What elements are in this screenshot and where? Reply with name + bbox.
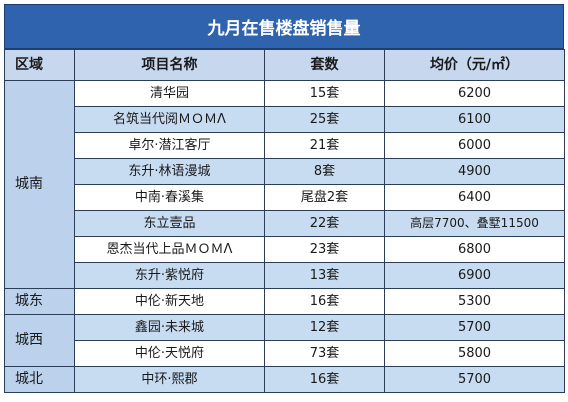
units-cell: 8套 <box>264 158 385 185</box>
sales-table: 区域 项目名称 套数 均价（元/㎡） 城南 清华园 15套 6200 名筑当代阅ＭＯＭΛ… <box>4 49 565 393</box>
units-cell: 21套 <box>264 132 385 159</box>
table-row: 卓尔·潜江客厅 21套 6000 <box>5 132 565 159</box>
avg-price-cell: 5300 <box>384 288 565 315</box>
avg-price-cell: 5800 <box>384 340 565 367</box>
table-row: 城北 中环·熙郡 16套 5700 <box>4 366 565 393</box>
units-cell: 13套 <box>264 262 385 289</box>
project-name-cell: 恩杰当代上品ＭＯＭΛ <box>74 236 265 263</box>
project-name-cell: 中伦·天悦府 <box>74 340 265 367</box>
table-row: 城东 中伦·新天地 16套 5300 <box>4 288 565 315</box>
region-cell: 城西 <box>4 314 75 367</box>
avg-price-cell: 5700 <box>384 366 565 393</box>
avg-price-cell: 6800 <box>384 236 565 263</box>
units-cell: 尾盘2套 <box>264 184 385 211</box>
header-units: 套数 <box>264 49 385 81</box>
avg-price-cell: 6400 <box>384 184 565 211</box>
project-name-cell: 中伦·新天地 <box>74 288 265 315</box>
project-name-cell: 名筑当代阅ＭＯＭΛ <box>74 106 265 133</box>
avg-price-cell: 6900 <box>384 262 565 289</box>
units-cell: 23套 <box>264 236 385 263</box>
units-cell: 12套 <box>264 314 385 341</box>
project-name-cell: 东立壹品 <box>74 210 265 237</box>
avg-price-cell: 4900 <box>384 158 565 185</box>
region-cell: 城北 <box>4 366 75 393</box>
project-name-cell: 清华园 <box>74 80 265 107</box>
avg-price-cell: 6100 <box>384 106 565 133</box>
table-row: 中伦·天悦府 73套 5800 <box>5 340 565 367</box>
table-row: 城南 清华园 15套 6200 <box>4 80 565 289</box>
avg-price-cell: 6000 <box>384 132 565 159</box>
project-name-cell: 中环·熙郡 <box>74 366 265 393</box>
avg-price-cell: 6200 <box>384 80 565 107</box>
project-name-cell: 鑫园·未来城 <box>74 314 265 341</box>
table-row: 恩杰当代上品ＭＯＭΛ 23套 6800 <box>5 236 565 263</box>
project-name-cell: 卓尔·潜江客厅 <box>74 132 265 159</box>
avg-price-cell: 5700 <box>384 314 565 341</box>
table-row: 东立壹品 22套 高层7700、叠墅11500 <box>5 210 565 237</box>
avg-price-cell: 高层7700、叠墅11500 <box>384 210 565 237</box>
units-cell: 16套 <box>264 366 385 393</box>
project-name-cell: 中南·春溪集 <box>74 184 265 211</box>
region-cell: 城南 <box>4 80 75 289</box>
units-cell: 16套 <box>264 288 385 315</box>
project-name-cell: 东升·林语漫城 <box>74 158 265 185</box>
units-cell: 15套 <box>264 80 385 107</box>
header-row: 区域 项目名称 套数 均价（元/㎡） <box>4 49 565 81</box>
table-row: 城西 鑫园·未来城 12套 5700 <box>4 314 565 367</box>
table-row: 东升·林语漫城 8套 4900 <box>5 158 565 185</box>
header-avg-price: 均价（元/㎡） <box>384 49 565 81</box>
project-name-cell: 东升·紫悦府 <box>74 262 265 289</box>
sales-sheet: 九月在售楼盘销售量 区域 项目名称 套数 均价（元/㎡） 城南 清华园 15套 620… <box>4 4 565 393</box>
table-row: 中南·春溪集 尾盘2套 6400 <box>5 184 565 211</box>
table-row: 名筑当代阅ＭＯＭΛ 25套 6100 <box>5 106 565 133</box>
units-cell: 22套 <box>264 210 385 237</box>
sheet-title: 九月在售楼盘销售量 <box>4 4 564 49</box>
header-project-name: 项目名称 <box>74 49 265 81</box>
table-row: 东升·紫悦府 13套 6900 <box>5 262 565 289</box>
units-cell: 25套 <box>264 106 385 133</box>
units-cell: 73套 <box>264 340 385 367</box>
region-cell: 城东 <box>4 288 75 315</box>
header-region: 区域 <box>4 49 75 81</box>
